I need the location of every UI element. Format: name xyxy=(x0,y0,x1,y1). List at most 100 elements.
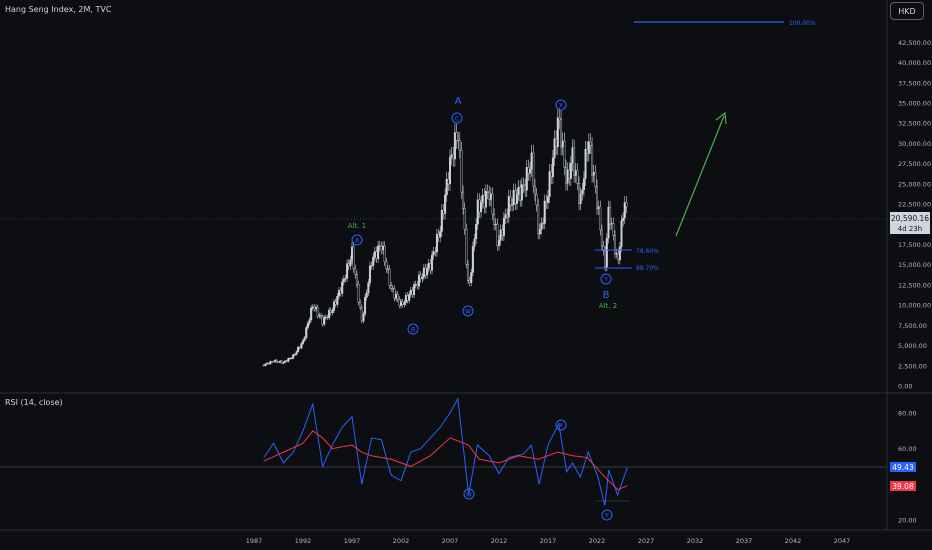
symbol-title[interactable]: Hang Seng Index, 2M, TVC xyxy=(5,5,112,14)
candle-body xyxy=(419,274,422,280)
rsi-circle-y-marker[interactable] xyxy=(601,509,613,521)
candle-body xyxy=(481,194,484,203)
price-axis-tick: 27,500.00 xyxy=(898,160,931,168)
candle-body xyxy=(499,229,502,241)
candle-body xyxy=(489,193,492,200)
candle-body xyxy=(602,245,605,251)
candle-body xyxy=(319,315,322,318)
candle-body xyxy=(424,267,427,276)
candle-body xyxy=(347,263,350,267)
candle-body xyxy=(373,251,376,258)
candle-body xyxy=(514,190,517,204)
candle-body xyxy=(550,171,553,178)
alt-2-label[interactable]: Alt. 2 xyxy=(599,302,617,310)
candle-body xyxy=(494,223,497,226)
candle-body xyxy=(530,152,533,170)
candle-body xyxy=(450,154,453,158)
candle-body xyxy=(355,274,358,285)
candle-body xyxy=(453,132,456,160)
candle-body xyxy=(566,169,569,184)
rsi-ma-badge[interactable] xyxy=(890,481,916,491)
rsi-axis[interactable]: 80.00 60.00 20.00 xyxy=(898,410,917,525)
candle-body xyxy=(302,340,305,344)
candle-body xyxy=(535,194,538,206)
candle-body xyxy=(515,194,518,204)
wave-b-label[interactable]: B xyxy=(603,290,610,301)
projection-arrow-line[interactable] xyxy=(675,115,725,237)
candle-body xyxy=(623,202,626,219)
circle-b-marker[interactable] xyxy=(407,323,419,335)
candle-body xyxy=(442,210,445,214)
candle-body xyxy=(354,268,357,275)
wave-a-label[interactable]: A xyxy=(455,96,462,107)
candle-body xyxy=(524,185,527,191)
candle-body xyxy=(310,307,313,320)
candle-body xyxy=(429,262,432,271)
candle-body xyxy=(506,214,509,218)
circle-y-marker[interactable] xyxy=(600,273,612,285)
candle-body xyxy=(331,310,334,314)
candle-body xyxy=(351,246,354,261)
candle-body xyxy=(372,256,375,266)
candle-body xyxy=(589,141,592,146)
circle-c-label: C xyxy=(455,116,459,123)
candle-body xyxy=(618,246,621,261)
candle-body xyxy=(488,192,491,200)
candle-body xyxy=(533,185,536,195)
price-axis[interactable]: 42,500.00 40,000.00 37,500.00 35,000.00 32,5… xyxy=(898,39,931,391)
candle-body xyxy=(604,250,607,268)
candle-body xyxy=(417,274,420,287)
candle-body xyxy=(280,360,283,364)
time-axis[interactable]: 1987 1992 1997 2002 2007 2012 2017 2022 2027 2032… xyxy=(246,537,851,545)
candle-body xyxy=(324,316,327,319)
price-axis-tick: 32,500.00 xyxy=(898,120,931,128)
candle-body xyxy=(529,169,532,174)
candle-body xyxy=(600,229,603,247)
currency-button[interactable]: HKD xyxy=(890,2,924,20)
price-axis-tick: 35,000.00 xyxy=(898,100,931,108)
alt-1-label[interactable]: Alt. 1 xyxy=(348,222,366,230)
rsi-circle-w-marker[interactable] xyxy=(463,488,475,500)
circle-x-marker[interactable] xyxy=(555,99,567,111)
candle-body xyxy=(303,337,306,341)
candle-body xyxy=(359,302,362,308)
candle-body xyxy=(478,199,481,213)
price-axis-tick: 22,500.00 xyxy=(898,201,931,209)
candle-body xyxy=(414,284,417,286)
last-price-badge[interactable] xyxy=(890,212,930,234)
candle-body xyxy=(551,157,554,178)
circle-a-marker[interactable] xyxy=(351,234,363,246)
candle-body xyxy=(548,171,551,197)
rsi-line xyxy=(263,397,628,506)
rsi-lines xyxy=(263,397,628,506)
candle-body xyxy=(471,246,474,273)
candle-body xyxy=(563,140,566,168)
rsi-axis-tick: 60.00 xyxy=(898,445,917,453)
candle-body xyxy=(326,316,329,319)
fib-level-786-label: 78.60% xyxy=(636,248,659,255)
candle-body xyxy=(569,163,572,179)
candle-body xyxy=(582,178,585,190)
candle-body xyxy=(445,178,448,196)
candle-body xyxy=(538,229,541,235)
circle-y-label: Y xyxy=(603,277,608,284)
circle-w-marker[interactable] xyxy=(462,305,474,317)
circle-c-marker[interactable] xyxy=(451,112,463,124)
candle-body xyxy=(610,223,613,225)
candle-body xyxy=(486,191,489,193)
candle-body xyxy=(594,172,597,187)
rsi-indicator-title[interactable]: RSI (14, close) xyxy=(5,398,63,407)
candle-body xyxy=(277,361,280,364)
candle-body xyxy=(308,319,311,324)
rsi-value-badge[interactable] xyxy=(890,462,916,472)
candle-body xyxy=(393,288,396,299)
rsi-circle-x-marker[interactable] xyxy=(555,419,567,431)
candle-body xyxy=(483,194,486,208)
candle-body xyxy=(439,231,442,238)
candle-body xyxy=(315,307,318,310)
candle-body xyxy=(522,184,525,186)
candle-body xyxy=(620,220,623,248)
time-axis-tick: 2027 xyxy=(638,537,655,545)
candle-body xyxy=(587,141,590,154)
